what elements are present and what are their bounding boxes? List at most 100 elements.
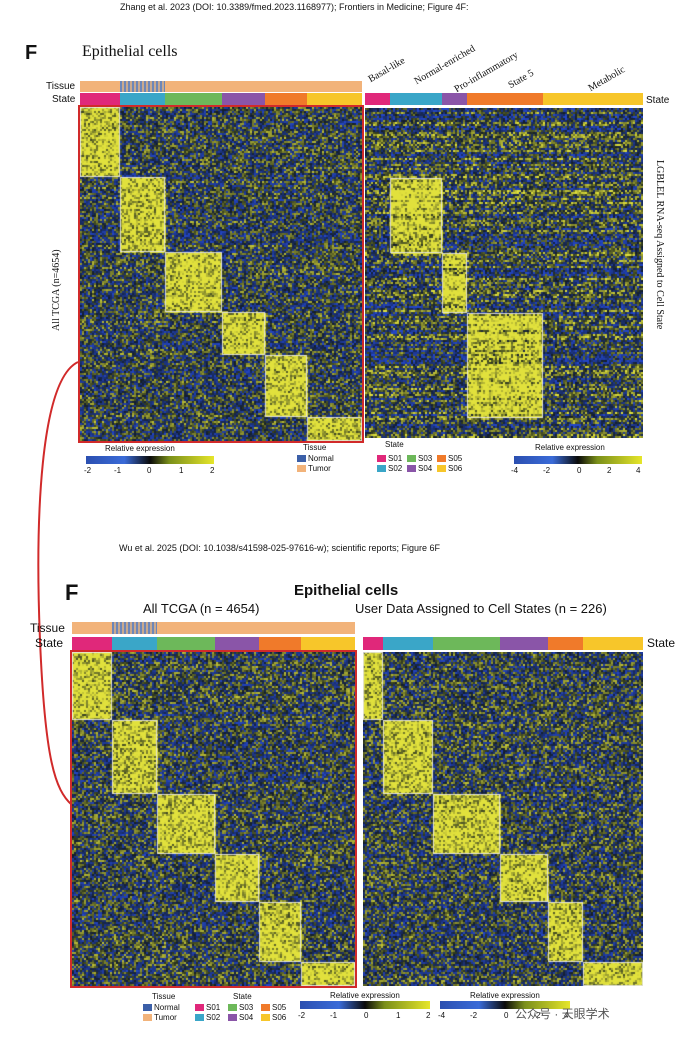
- state-seg-s01: [72, 637, 112, 650]
- bottom-title: Epithelial cells: [294, 582, 399, 599]
- tick: 2: [607, 466, 612, 475]
- state-seg-s04: [222, 93, 265, 105]
- bottom-right-subtitle: User Data Assigned to Cell States (n = 2…: [355, 601, 607, 616]
- bottom-state-bar: [72, 637, 355, 650]
- top-caption: Zhang et al. 2023 (DOI: 10.3389/fmed.202…: [120, 2, 469, 12]
- top-rel-expr-label: Relative expression: [105, 444, 175, 453]
- bottom-panel-letter: F: [65, 580, 79, 605]
- state-seg-basal: [365, 93, 390, 105]
- bottom-state-label-right: State: [647, 636, 676, 650]
- top-tissue-label: Tissue: [46, 81, 76, 92]
- legend-s04: S04: [407, 464, 432, 473]
- tick: 2: [536, 1011, 541, 1020]
- tick: -2: [298, 1011, 306, 1020]
- state-seg-s05: [265, 93, 307, 105]
- legend-s02: S02: [195, 1013, 220, 1022]
- state-seg-s05: [548, 637, 583, 650]
- state-seg-state5: [467, 93, 543, 105]
- legend-normal: Normal: [297, 454, 334, 463]
- bottom-right-state-bar: [363, 637, 643, 650]
- legend-s01: S01: [195, 1003, 220, 1012]
- bottom-left-subtitle: All TCGA (n = 4654): [143, 601, 260, 616]
- bottom-left-heatmap: [72, 652, 355, 986]
- state-seg-s03: [165, 93, 222, 105]
- state-seg-proinflam: [442, 93, 467, 105]
- connector-path: [37, 361, 79, 806]
- bottom-state-legend-title: State: [233, 992, 252, 1001]
- top-tissue-bar: [80, 81, 362, 92]
- state-seg-s04: [500, 637, 548, 650]
- tick: 4: [636, 466, 641, 475]
- top-title: Epithelial cells: [82, 43, 178, 60]
- legend-s02: S02: [377, 464, 402, 473]
- legend-s06: S06: [437, 464, 462, 473]
- tick: -1: [330, 1011, 338, 1020]
- state-seg-s06: [301, 637, 355, 650]
- tick: -2: [470, 1011, 478, 1020]
- tick: -1: [114, 466, 122, 475]
- bottom-tissue-legend-title: Tissue: [152, 992, 176, 1001]
- tick: 1: [179, 466, 184, 475]
- top-highlight-box: [78, 105, 364, 443]
- tick: -2: [84, 466, 92, 475]
- top-rel-expr2-gradient: [514, 456, 642, 464]
- top-rel-expr2-label: Relative expression: [535, 443, 605, 452]
- state-seg-s01: [80, 93, 120, 105]
- legend-tumor: Tumor: [297, 464, 331, 473]
- top-state-label: State: [52, 94, 76, 105]
- state-seg-s02: [383, 637, 433, 650]
- tick: 0: [577, 466, 582, 475]
- state-seg-s02: [112, 637, 157, 650]
- legend-s03: S03: [407, 454, 432, 463]
- legend-normal: Normal: [143, 1003, 180, 1012]
- bottom-tissue-bar: [72, 622, 355, 634]
- top-state-legend-title: State: [385, 440, 404, 449]
- state-seg-s05: [259, 637, 301, 650]
- watermark: 公众号 · 天眼学术: [515, 1007, 610, 1021]
- top-rel-expr-gradient: [86, 456, 214, 464]
- bottom-caption: Wu et al. 2025 (DOI: 10.1038/s41598-025-…: [119, 543, 440, 553]
- state-seg-s03: [157, 637, 215, 650]
- bottom-state-label: State: [35, 636, 64, 650]
- top-right-heatmap: [365, 108, 643, 438]
- top-right-state-bar: [365, 93, 643, 105]
- state-seg-normal: [390, 93, 442, 105]
- legend-s03: S03: [228, 1003, 253, 1012]
- bottom-rel-expr2-gradient: [440, 1001, 570, 1009]
- state-seg-s06: [583, 637, 643, 650]
- bottom-rel-expr-label: Relative expression: [330, 991, 400, 1000]
- top-tissue-legend-title: Tissue: [303, 443, 327, 452]
- state-seg-s01: [363, 637, 383, 650]
- top-left-heatmap: [80, 107, 362, 441]
- tick: -4: [511, 466, 519, 475]
- tick: -4: [438, 1011, 446, 1020]
- legend-tumor: Tumor: [143, 1013, 177, 1022]
- bottom-tissue-label: Tissue: [30, 621, 65, 635]
- legend-s06: S06: [261, 1013, 286, 1022]
- tick: 0: [147, 466, 152, 475]
- top-panel-letter: F: [25, 42, 38, 64]
- top-tissue-normal-segment: [120, 81, 165, 92]
- top-state-label-right: State: [646, 95, 670, 106]
- bottom-tissue-normal-segment: [112, 622, 157, 634]
- state-seg-s06: [307, 93, 362, 105]
- legend-s04: S04: [228, 1013, 253, 1022]
- legend-s05: S05: [437, 454, 462, 463]
- tick: 2: [426, 1011, 431, 1020]
- state-seg-s04: [215, 637, 259, 650]
- bottom-highlight-box: [70, 650, 357, 988]
- tick: 0: [504, 1011, 509, 1020]
- bottom-right-heatmap: [363, 652, 643, 986]
- tick: 1: [396, 1011, 401, 1020]
- tick: 4: [564, 1011, 569, 1020]
- bottom-rel-expr-gradient: [300, 1001, 430, 1009]
- tick: 2: [210, 466, 215, 475]
- tick: -2: [543, 466, 551, 475]
- bottom-rel-expr2-label: Relative expression: [470, 991, 540, 1000]
- state-seg-metabolic: [543, 93, 643, 105]
- state-seg-s03: [433, 637, 500, 650]
- legend-s01: S01: [377, 454, 402, 463]
- top-state-bar: [80, 93, 362, 105]
- legend-s05: S05: [261, 1003, 286, 1012]
